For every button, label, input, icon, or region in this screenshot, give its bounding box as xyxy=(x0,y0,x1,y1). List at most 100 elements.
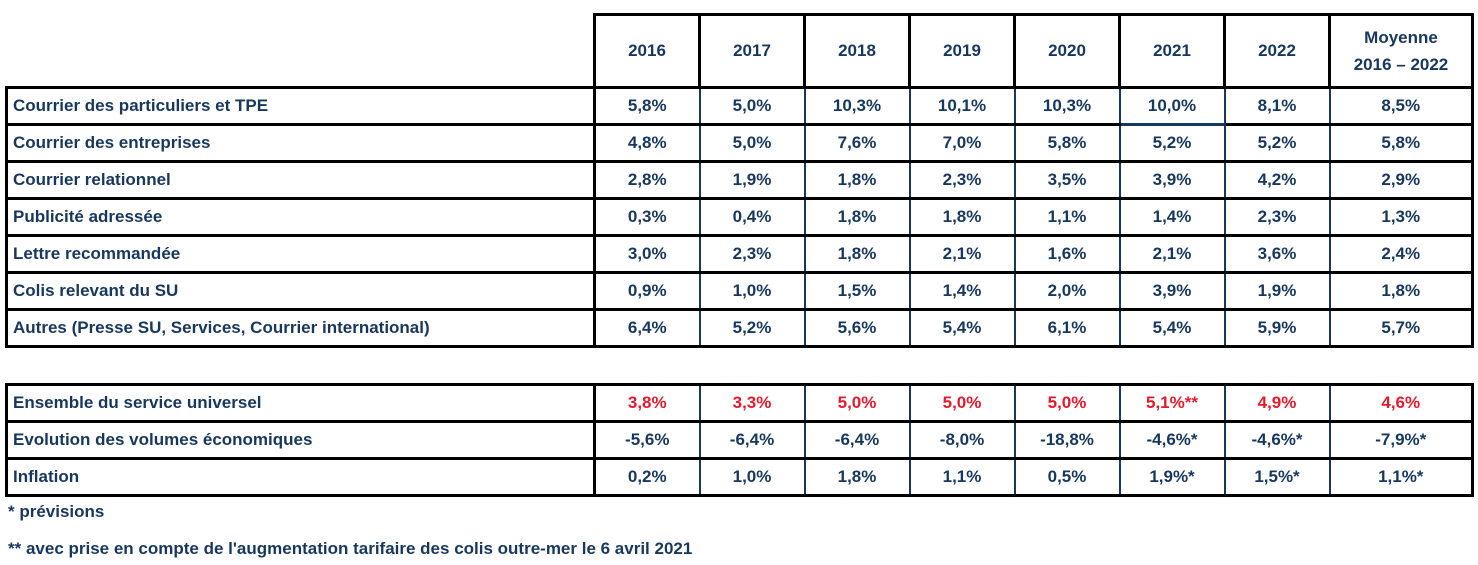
value-cell: 1,5%* xyxy=(1223,457,1331,497)
value-cell: 1,8% xyxy=(803,160,911,200)
row-label: Courrier des entreprises xyxy=(5,123,596,163)
value-cell: 6,4% xyxy=(593,308,701,348)
value-cell: 3,9% xyxy=(1118,271,1226,311)
value-cell: 2,0% xyxy=(1013,271,1121,311)
value-cell: 1,0% xyxy=(698,457,806,497)
row-label: Courrier relationnel xyxy=(5,160,596,200)
value-cell: 1,8% xyxy=(803,197,911,237)
value-cell: 8,1% xyxy=(1223,86,1331,126)
average-cell: 4,6% xyxy=(1328,383,1474,423)
table-row: Evolution des volumes économiques -5,6% … xyxy=(5,420,1474,460)
average-cell: 5,8% xyxy=(1328,123,1474,163)
table-row: Inflation 0,2% 1,0% 1,8% 1,1% 0,5% 1,9%*… xyxy=(5,457,1474,497)
average-header-line1: Moyenne xyxy=(1364,28,1438,47)
value-cell: 1,8% xyxy=(803,234,911,274)
value-cell: 5,0% xyxy=(698,86,806,126)
footnote-previsions: * prévisions xyxy=(8,502,105,521)
empty-corner-cell xyxy=(6,14,595,88)
value-cell: 5,0% xyxy=(698,123,806,163)
table-row: Courrier des entreprises 4,8% 5,0% 7,6% … xyxy=(5,123,1474,163)
value-cell: 1,9% xyxy=(698,160,806,200)
year-header-2021: 2021 xyxy=(1118,13,1226,89)
value-cell: 5,0% xyxy=(803,383,911,423)
table-row: Colis relevant du SU 0,9% 1,0% 1,5% 1,4%… xyxy=(5,271,1474,311)
summary-table: Ensemble du service universel 3,8% 3,3% … xyxy=(5,383,1474,497)
value-cell: 1,4% xyxy=(1118,197,1226,237)
value-cell: 10,1% xyxy=(908,86,1016,126)
row-label: Publicité adressée xyxy=(5,197,596,237)
value-cell: 1,4% xyxy=(908,271,1016,311)
value-cell: 1,9% xyxy=(1223,271,1331,311)
value-cell: 10,3% xyxy=(803,86,911,126)
value-cell: 2,3% xyxy=(698,234,806,274)
year-header-2018: 2018 xyxy=(803,13,911,89)
row-label: Lettre recommandée xyxy=(5,234,596,274)
value-cell: 2,8% xyxy=(593,160,701,200)
average-header: Moyenne 2016 – 2022 xyxy=(1328,13,1474,89)
value-cell: 5,0% xyxy=(908,383,1016,423)
value-cell: -5,6% xyxy=(593,420,701,460)
value-cell: -6,4% xyxy=(803,420,911,460)
value-cell: -4,6%* xyxy=(1223,420,1331,460)
value-cell: 2,1% xyxy=(1118,234,1226,274)
average-cell: 1,8% xyxy=(1328,271,1474,311)
value-cell: 10,0% xyxy=(1118,86,1226,126)
value-cell: 2,3% xyxy=(908,160,1016,200)
value-cell: 5,8% xyxy=(1013,123,1121,163)
table-row-total: Ensemble du service universel 3,8% 3,3% … xyxy=(5,383,1474,423)
table-row: Autres (Presse SU, Services, Courrier in… xyxy=(5,308,1474,348)
value-cell: 5,9% xyxy=(1223,308,1331,348)
average-cell: -7,9%* xyxy=(1328,420,1474,460)
value-cell: 5,2% xyxy=(1223,123,1331,163)
value-cell: -8,0% xyxy=(908,420,1016,460)
value-cell: 3,5% xyxy=(1013,160,1121,200)
average-header-line2: 2016 – 2022 xyxy=(1353,55,1449,74)
value-cell: 5,2% xyxy=(1118,123,1226,163)
row-label: Autres (Presse SU, Services, Courrier in… xyxy=(5,308,596,348)
value-cell: 1,1% xyxy=(908,457,1016,497)
average-cell: 2,4% xyxy=(1328,234,1474,274)
value-cell: 0,3% xyxy=(593,197,701,237)
year-header-2019: 2019 xyxy=(908,13,1016,89)
value-cell: 10,3% xyxy=(1013,86,1121,126)
row-label: Colis relevant du SU xyxy=(5,271,596,311)
value-cell: 1,1% xyxy=(1013,197,1121,237)
value-cell: 5,6% xyxy=(803,308,911,348)
value-cell: 5,1%** xyxy=(1118,383,1226,423)
value-cell: 0,2% xyxy=(593,457,701,497)
row-label: Courrier des particuliers et TPE xyxy=(5,86,596,126)
table-row: Lettre recommandée 3,0% 2,3% 1,8% 2,1% 1… xyxy=(5,234,1474,274)
value-cell: 7,6% xyxy=(803,123,911,163)
row-label: Ensemble du service universel xyxy=(5,383,596,423)
value-cell: 0,4% xyxy=(698,197,806,237)
value-cell: 5,0% xyxy=(1013,383,1121,423)
value-cell: 5,4% xyxy=(908,308,1016,348)
value-cell: 5,8% xyxy=(593,86,701,126)
value-cell: 3,0% xyxy=(593,234,701,274)
year-header-2016: 2016 xyxy=(593,13,701,89)
value-cell: 1,8% xyxy=(803,457,911,497)
value-cell: 3,8% xyxy=(593,383,701,423)
tariff-evolution-table: 2016 2017 2018 2019 2020 2021 2022 Moyen… xyxy=(5,13,1474,348)
value-cell: 1,5% xyxy=(803,271,911,311)
value-cell: 3,9% xyxy=(1118,160,1226,200)
row-label: Inflation xyxy=(5,457,596,497)
average-cell: 2,9% xyxy=(1328,160,1474,200)
value-cell: 2,3% xyxy=(1223,197,1331,237)
value-cell: -18,8% xyxy=(1013,420,1121,460)
value-cell: 3,6% xyxy=(1223,234,1331,274)
row-label: Evolution des volumes économiques xyxy=(5,420,596,460)
year-header-2020: 2020 xyxy=(1013,13,1121,89)
value-cell: 1,8% xyxy=(908,197,1016,237)
value-cell: 1,6% xyxy=(1013,234,1121,274)
table-row: Courrier des particuliers et TPE 5,8% 5,… xyxy=(5,86,1474,126)
value-cell: 3,3% xyxy=(698,383,806,423)
value-cell: 4,9% xyxy=(1223,383,1331,423)
average-cell: 8,5% xyxy=(1328,86,1474,126)
average-cell: 1,1%* xyxy=(1328,457,1474,497)
footnote-outre-mer: ** avec prise en compte de l'augmentatio… xyxy=(8,539,693,558)
year-header-2022: 2022 xyxy=(1223,13,1331,89)
value-cell: 5,4% xyxy=(1118,308,1226,348)
value-cell: 6,1% xyxy=(1013,308,1121,348)
